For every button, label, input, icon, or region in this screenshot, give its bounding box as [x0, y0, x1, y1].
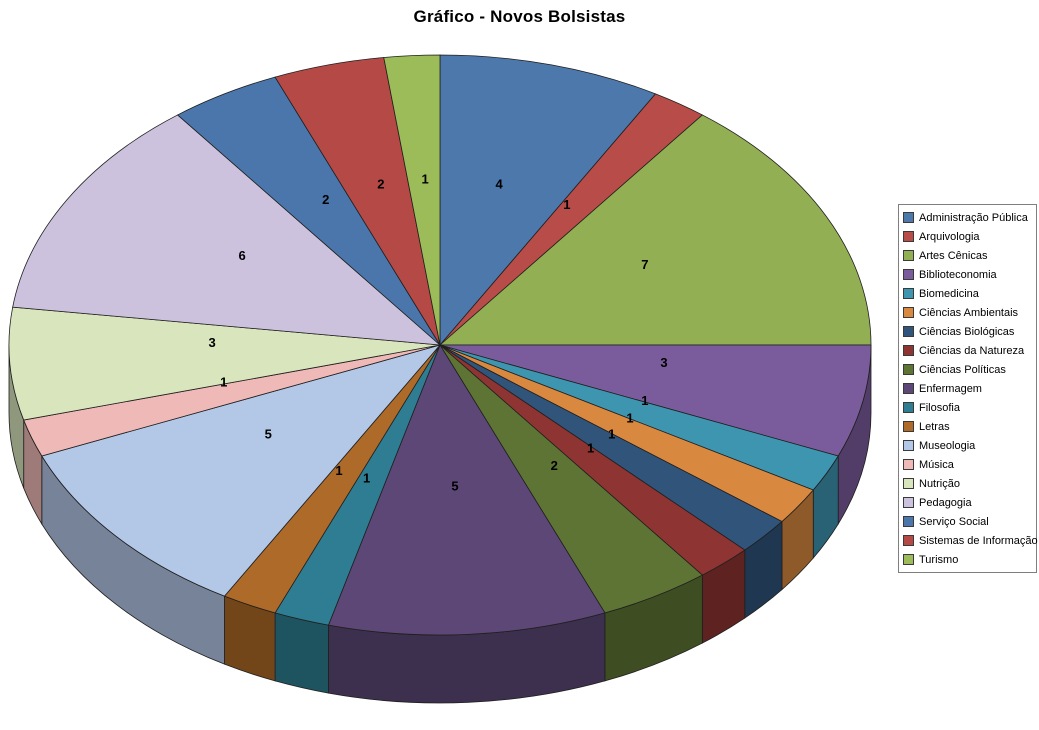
legend: Administração Pública Arquivologia Artes C… — [898, 204, 1038, 573]
legend-label: Enfermagem — [919, 382, 982, 395]
legend-key-swatch — [903, 364, 914, 375]
legend-key-swatch — [903, 421, 914, 432]
legend-item: Ciências Políticas — [899, 360, 1036, 379]
legend-label: Museologia — [919, 439, 976, 452]
legend-label: Ciências da Natureza — [919, 344, 1025, 357]
legend-label: Administração Pública — [919, 211, 1028, 224]
legend-label: Ciências Políticas — [919, 363, 1006, 376]
pie-slice — [383, 54, 441, 346]
legend-item: Ciências da Natureza — [899, 341, 1036, 360]
slice-value-label: 3 — [660, 355, 667, 370]
pie-slice — [12, 114, 442, 346]
legend-key-swatch — [903, 516, 914, 527]
legend-key-swatch — [903, 269, 914, 280]
legend-item: Filosofia — [899, 398, 1036, 417]
slice-value-label: 2 — [377, 177, 384, 192]
slice-value-label: 1 — [220, 374, 227, 389]
pie-slice-side — [274, 612, 329, 694]
legend-label: Turismo — [919, 553, 959, 566]
pie-slice — [439, 344, 872, 457]
legend-key-swatch — [903, 478, 914, 489]
pie-slice — [327, 344, 606, 636]
legend-item: Música — [899, 455, 1036, 474]
pie-slice — [438, 114, 872, 346]
legend-key-swatch — [903, 402, 914, 413]
legend-key-swatch — [903, 535, 914, 546]
chart-title: Gráfico - Novos Bolsistas — [413, 7, 626, 26]
legend-item: Artes Cênicas — [899, 246, 1036, 265]
slice-value-label: 1 — [335, 463, 342, 478]
legend-item: Museologia — [899, 436, 1036, 455]
legend-item: Arquivologia — [899, 227, 1036, 246]
legend-label: Sistemas de Informação — [919, 534, 1038, 547]
legend-label: Ciências Biológicas — [919, 325, 1015, 338]
slice-value-label: 6 — [239, 248, 246, 263]
legend-key-swatch — [903, 231, 914, 242]
legend-item: Nutrição — [899, 474, 1036, 493]
slice-value-label: 5 — [265, 426, 272, 441]
legend-label: Serviço Social — [919, 515, 989, 528]
legend-item: Sistemas de Informação — [899, 531, 1038, 550]
legend-key-swatch — [903, 326, 914, 337]
legend-item: Biomedicina — [899, 284, 1036, 303]
legend-key-swatch — [903, 554, 914, 565]
legend-label: Arquivologia — [919, 230, 980, 243]
legend-label: Filosofia — [919, 401, 960, 414]
legend-item: Letras — [899, 417, 1036, 436]
slice-value-label: 5 — [451, 478, 458, 493]
legend-label: Pedagogia — [919, 496, 972, 509]
legend-key-swatch — [903, 345, 914, 356]
slice-value-label: 1 — [421, 172, 428, 187]
legend-item: Serviço Social — [899, 512, 1036, 531]
pie-slice — [439, 54, 657, 347]
slice-value-label: 3 — [208, 335, 215, 350]
slice-value-label: 1 — [563, 197, 570, 212]
legend-item: Ciências Biológicas — [899, 322, 1036, 341]
legend-key-swatch — [903, 497, 914, 508]
slice-value-label: 1 — [641, 393, 648, 408]
legend-label: Artes Cênicas — [919, 249, 988, 262]
slice-value-label: 4 — [496, 177, 504, 192]
legend-label: Música — [919, 458, 954, 471]
slice-value-label: 1 — [363, 471, 370, 486]
legend-key-swatch — [903, 440, 914, 451]
legend-label: Ciências Ambientais — [919, 306, 1019, 319]
slice-value-label: 1 — [587, 441, 594, 456]
legend-label: Letras — [919, 420, 950, 433]
slice-value-label: 2 — [322, 192, 329, 207]
slice-value-label: 2 — [551, 458, 558, 473]
pie-slice — [41, 344, 442, 597]
legend-item: Ciências Ambientais — [899, 303, 1036, 322]
legend-label: Biomedicina — [919, 287, 979, 300]
legend-item: Administração Pública — [899, 208, 1036, 227]
legend-item: Pedagogia — [899, 493, 1036, 512]
legend-label: Biblioteconomia — [919, 268, 997, 281]
legend-item: Enfermagem — [899, 379, 1036, 398]
legend-key-swatch — [903, 383, 914, 394]
legend-key-swatch — [903, 212, 914, 223]
legend-label: Nutrição — [919, 477, 960, 490]
slice-value-label: 1 — [626, 410, 633, 425]
legend-key-swatch — [903, 250, 914, 261]
pie-slice — [8, 306, 441, 421]
legend-item: Biblioteconomia — [899, 265, 1036, 284]
legend-key-swatch — [903, 288, 914, 299]
legend-item: Turismo — [899, 550, 1036, 569]
slice-value-label: 7 — [641, 257, 648, 272]
slice-value-label: 1 — [608, 426, 615, 441]
legend-key-swatch — [903, 459, 914, 470]
legend-key-swatch — [903, 307, 914, 318]
